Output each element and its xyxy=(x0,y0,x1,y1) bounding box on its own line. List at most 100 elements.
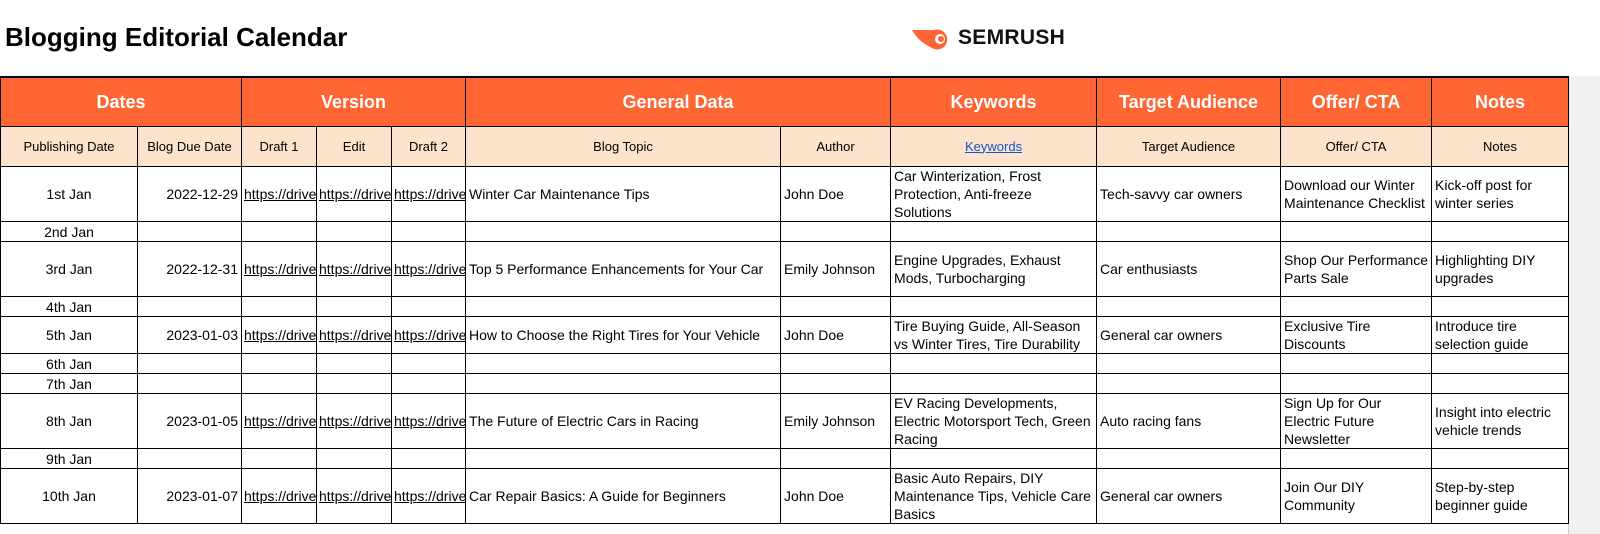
table-row: 4th Jan xyxy=(0,296,1570,317)
col-keywords: Keywords xyxy=(890,126,1098,167)
col-edit: Edit xyxy=(316,126,392,167)
col-publishing-date: Publishing Date xyxy=(0,126,138,167)
cell-audience xyxy=(1096,221,1282,242)
cell-d2[interactable]: https://drive xyxy=(390,468,467,524)
cell-edit[interactable]: https://drive xyxy=(316,316,392,354)
cell-d2[interactable]: https://drive xyxy=(390,241,467,297)
col-draft-1: Draft 1 xyxy=(241,126,317,167)
col-draft-2: Draft 2 xyxy=(390,126,467,167)
cell-topic xyxy=(465,448,782,469)
cell-cta: Exclusive Tire Discounts xyxy=(1280,316,1433,354)
cell-notes xyxy=(1431,296,1570,317)
cell-edit xyxy=(316,373,392,394)
cell-d2[interactable]: https://drive xyxy=(390,316,467,354)
cell-author: John Doe xyxy=(780,166,892,222)
cell-pub: 4th Jan xyxy=(0,296,138,317)
cell-due: 2023-01-05 xyxy=(137,393,242,449)
cell-author xyxy=(780,296,892,317)
cell-author: John Doe xyxy=(780,468,892,524)
cell-due: 2022-12-29 xyxy=(137,166,242,222)
cell-audience: General car owners xyxy=(1096,316,1282,354)
group-dates: Dates xyxy=(0,76,242,127)
cell-d2 xyxy=(390,353,467,374)
cell-d2 xyxy=(390,448,467,469)
table-row: 6th Jan xyxy=(0,353,1570,374)
cell-cta: Join Our DIY Community xyxy=(1280,468,1433,524)
cell-d2 xyxy=(390,296,467,317)
cell-d1[interactable]: https://drive xyxy=(241,316,317,354)
cell-keywords: Tire Buying Guide, All-Season vs Winter … xyxy=(890,316,1098,354)
cell-d1 xyxy=(241,296,317,317)
cell-edit[interactable]: https://drive xyxy=(316,393,392,449)
cell-topic: Top 5 Performance Enhancements for Your … xyxy=(465,241,782,297)
group-header-row: Dates Version General Data Keywords Targ… xyxy=(0,76,1570,127)
table-row: 2nd Jan xyxy=(0,221,1570,242)
group-version: Version xyxy=(240,76,467,127)
cell-audience: Auto racing fans xyxy=(1096,393,1282,449)
table-row: 8th Jan 2023-01-05 https://drive https://dr… xyxy=(0,393,1570,449)
cell-audience: General car owners xyxy=(1096,468,1282,524)
cell-pub: 2nd Jan xyxy=(0,221,138,242)
cell-cta xyxy=(1280,353,1433,374)
cell-d1 xyxy=(241,373,317,394)
cell-d2[interactable]: https://drive xyxy=(390,393,467,449)
cell-keywords: EV Racing Developments, Electric Motorsp… xyxy=(890,393,1098,449)
cell-cta: Download our Winter Maintenance Checklis… xyxy=(1280,166,1433,222)
cell-edit xyxy=(316,221,392,242)
cell-pub: 1st Jan xyxy=(0,166,138,222)
cell-author xyxy=(780,221,892,242)
cell-author xyxy=(780,373,892,394)
table-row: 7th Jan xyxy=(0,373,1570,394)
cell-due xyxy=(137,221,242,242)
cell-audience xyxy=(1096,353,1282,374)
cell-d2[interactable]: https://drive xyxy=(390,166,467,222)
column-header-row: Publishing Date Blog Due Date Draft 1 Ed… xyxy=(0,126,1570,167)
cell-edit xyxy=(316,353,392,374)
cell-d1[interactable]: https://drive xyxy=(241,166,317,222)
cell-cta: Shop Our Performance Parts Sale xyxy=(1280,241,1433,297)
cell-due xyxy=(137,353,242,374)
col-author: Author xyxy=(780,126,892,167)
cell-d1 xyxy=(241,221,317,242)
cell-notes xyxy=(1431,448,1570,469)
cell-keywords xyxy=(890,373,1098,394)
cell-due: 2023-01-03 xyxy=(137,316,242,354)
keywords-link[interactable]: Keywords xyxy=(964,138,1023,154)
col-offer-cta: Offer/ CTA xyxy=(1280,126,1433,167)
cell-pub: 10th Jan xyxy=(0,468,138,524)
col-notes: Notes xyxy=(1431,126,1570,167)
cell-cta xyxy=(1280,221,1433,242)
cell-edit[interactable]: https://drive xyxy=(316,166,392,222)
cell-d1[interactable]: https://drive xyxy=(241,241,317,297)
group-notes: Notes xyxy=(1431,76,1570,127)
cell-notes xyxy=(1431,221,1570,242)
sheet-edge xyxy=(1568,76,1600,534)
cell-keywords: Engine Upgrades, Exhaust Mods, Turbochar… xyxy=(890,241,1098,297)
cell-pub: 5th Jan xyxy=(0,316,138,354)
cell-audience xyxy=(1096,296,1282,317)
group-target-audience: Target Audience xyxy=(1096,76,1282,127)
cell-edit[interactable]: https://drive xyxy=(316,468,392,524)
cell-due: 2022-12-31 xyxy=(137,241,242,297)
col-blog-topic: Blog Topic xyxy=(465,126,782,167)
cell-edit[interactable]: https://drive xyxy=(316,241,392,297)
group-keywords: Keywords xyxy=(890,76,1098,127)
cell-notes: Step-by-step beginner guide xyxy=(1431,468,1570,524)
table-row: 1st Jan 2022-12-29 https://drive https://dr… xyxy=(0,166,1570,222)
cell-topic: Winter Car Maintenance Tips xyxy=(465,166,782,222)
table-row: 10th Jan 2023-01-07 https://drive https://d… xyxy=(0,468,1570,524)
cell-d1 xyxy=(241,448,317,469)
cell-pub: 9th Jan xyxy=(0,448,138,469)
cell-author: John Doe xyxy=(780,316,892,354)
cell-topic: The Future of Electric Cars in Racing xyxy=(465,393,782,449)
group-general-data: General Data xyxy=(465,76,892,127)
cell-d1[interactable]: https://drive xyxy=(241,393,317,449)
cell-d1[interactable]: https://drive xyxy=(241,468,317,524)
col-blog-due-date: Blog Due Date xyxy=(137,126,242,167)
cell-notes: Highlighting DIY upgrades xyxy=(1431,241,1570,297)
cell-pub: 7th Jan xyxy=(0,373,138,394)
cell-topic: Car Repair Basics: A Guide for Beginners xyxy=(465,468,782,524)
cell-keywords xyxy=(890,296,1098,317)
cell-notes: Kick-off post for winter series xyxy=(1431,166,1570,222)
cell-keywords: Basic Auto Repairs, DIY Maintenance Tips… xyxy=(890,468,1098,524)
